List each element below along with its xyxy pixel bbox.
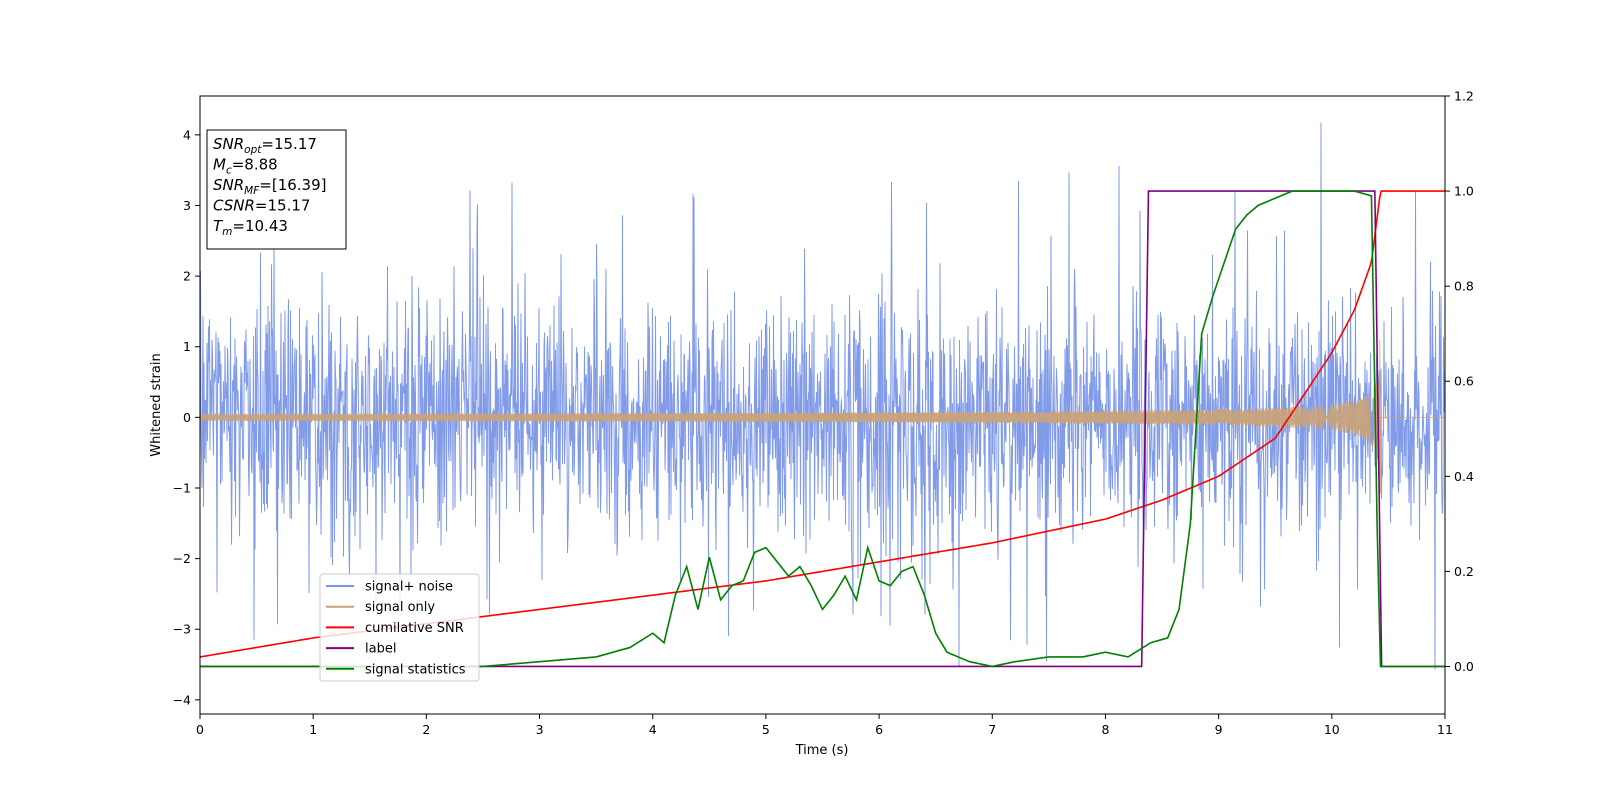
annotation-subscript: opt [244,144,262,156]
y-tick-label-right: 1.2 [1454,89,1474,104]
x-tick-label: 4 [649,722,657,737]
annotation-value: =10.43 [232,217,288,235]
series-signal-only [200,339,1445,494]
annotation-symbol: SNR [213,135,244,153]
y-tick-label-right: 0.0 [1454,659,1474,674]
y-tick-label-left: −4 [173,692,191,707]
y-tick-label-left: 3 [183,198,191,213]
x-tick-label: 0 [196,722,204,737]
y-tick-label-left: −2 [173,551,191,566]
legend-label: cumilative SNR [365,621,464,636]
legend: signal+ noise signal only cumilative SNR la… [319,573,480,682]
y-tick-label-left: 1 [183,339,191,354]
annotation-line: Mc=8.88 [213,156,278,177]
x-axis: 0 1 2 3 4 5 6 7 8 9 10 11 [196,714,1453,737]
annotation-symbol: SNR [213,176,244,194]
legend-label: signal only [365,600,435,615]
annotation-value: =8.88 [232,156,278,174]
x-tick-label: 3 [536,722,544,737]
annotation-subscript: m [222,226,232,238]
x-tick-label: 2 [422,722,430,737]
x-tick-label: 5 [762,722,770,737]
y-tick-label-left: 2 [183,269,191,284]
y-tick-label-left: 4 [183,127,191,142]
annotation-line: SNRMF=[16.39] [213,176,327,197]
annotation-symbol: M [213,156,226,174]
annotation-line: SNRopt=15.17 [213,135,317,156]
annotation-line: CSNR=15.17 [213,197,310,215]
series-signal-noise [200,122,1445,670]
annotation-subscript: MF [244,185,260,197]
y-tick-label-right: 0.4 [1454,469,1474,484]
y-tick-label-right: 0.8 [1454,279,1474,294]
legend-frame [319,573,480,682]
x-tick-label: 11 [1437,722,1453,737]
legend-label: signal statistics [365,662,466,677]
x-tick-label: 10 [1324,722,1340,737]
x-tick-label: 6 [875,722,883,737]
y-tick-label-left: 0 [183,410,191,425]
annotation-frame [206,129,347,250]
plot-frame [199,95,1446,715]
x-tick-label: 8 [1101,722,1109,737]
x-tick-label: 9 [1215,722,1223,737]
annotation-subscript: c [226,165,232,177]
x-tick-label: 7 [988,722,996,737]
y-tick-label-right: 1.0 [1454,184,1474,199]
annotation-value: =15.17 [255,197,311,215]
annotation-value: =15.17 [261,135,317,153]
annotation-box: SNRopt=15.17Mc=8.88SNRMF=[16.39]CSNR=15.… [206,129,347,250]
y-axis-left: −4 −3 −2 −1 0 1 2 3 4 [173,127,200,707]
series-signal-statistics [200,190,1445,668]
y-axis-label: Whitened strain [149,353,164,456]
annotation-value: =[16.39] [259,176,326,194]
y-tick-label-right: 0.2 [1454,564,1474,579]
legend-label: signal+ noise [365,580,453,595]
y-axis-right: 0.0 0.2 0.4 0.6 0.8 1.0 1.2 [1445,89,1474,674]
x-axis-label: Time (s) [795,743,849,758]
annotation-line: Tm=10.43 [213,217,288,238]
y-tick-label-left: −3 [173,622,191,637]
x-tick-label: 1 [309,722,317,737]
legend-label: label [365,642,396,657]
y-tick-label-left: −1 [173,480,191,495]
y-tick-label-right: 0.6 [1454,374,1474,389]
annotation-symbol: T [213,217,224,235]
annotation-symbol: CSNR [213,197,255,215]
